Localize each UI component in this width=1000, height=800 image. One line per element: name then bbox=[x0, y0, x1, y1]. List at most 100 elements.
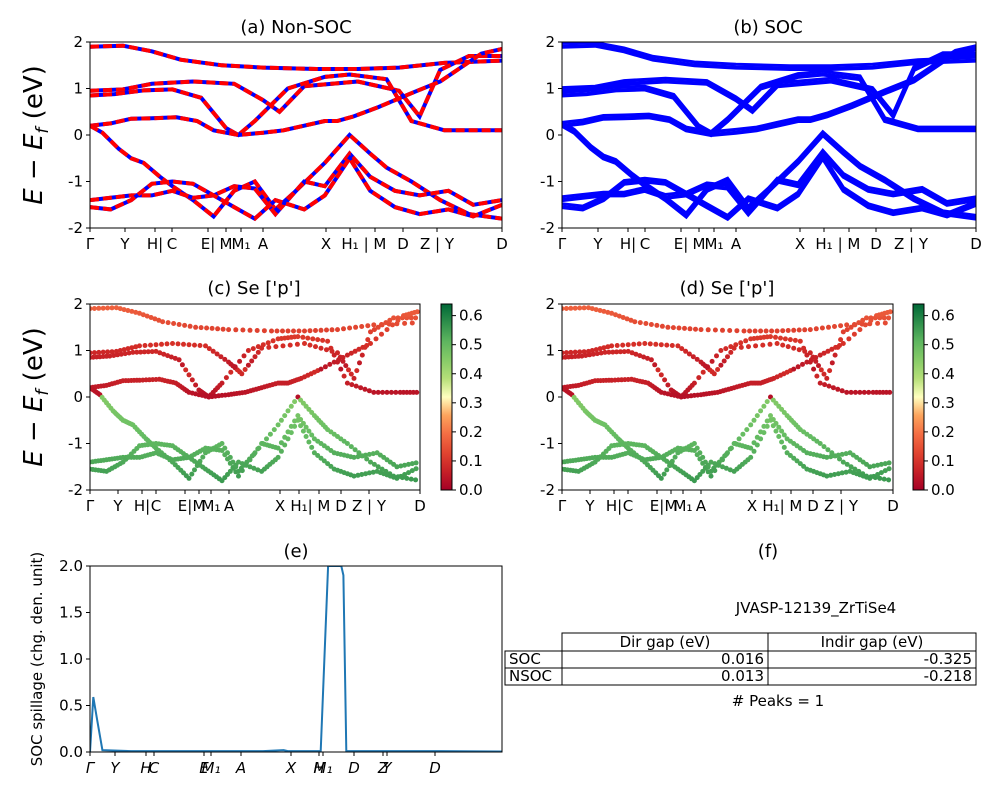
proj-point bbox=[705, 364, 711, 370]
xtick-label: D bbox=[496, 235, 508, 253]
proj-point bbox=[821, 350, 827, 356]
proj-point bbox=[597, 346, 603, 352]
proj-point bbox=[222, 452, 228, 458]
proj-point bbox=[295, 334, 301, 340]
proj-point bbox=[344, 352, 350, 358]
proj-point bbox=[142, 343, 148, 348]
yticks-d: -2 -1 0 1 2 bbox=[540, 295, 562, 499]
proj-point bbox=[408, 315, 414, 321]
row-nsoc-indir: -0.218 bbox=[924, 667, 972, 685]
proj-point bbox=[413, 477, 419, 483]
cbar-tick-label: 0.1 bbox=[459, 452, 483, 470]
proj-point bbox=[734, 328, 740, 334]
proj-point bbox=[616, 313, 622, 319]
proj-point bbox=[875, 462, 881, 468]
ytick-label: 0 bbox=[545, 388, 555, 406]
proj-point bbox=[606, 349, 612, 355]
proj-point bbox=[348, 444, 354, 450]
ytick-label: 2 bbox=[73, 33, 83, 51]
proj-point bbox=[388, 389, 394, 395]
proj-point bbox=[728, 344, 734, 350]
proj-point bbox=[204, 325, 210, 331]
proj-point bbox=[406, 470, 411, 476]
peaks-label: # Peaks = 1 bbox=[732, 692, 824, 710]
proj-point bbox=[814, 373, 820, 379]
proj-point bbox=[586, 305, 591, 311]
proj-point bbox=[718, 362, 724, 368]
row-soc-dir: 0.016 bbox=[721, 650, 764, 668]
proj-point bbox=[878, 461, 884, 467]
xtick-label: Z bbox=[377, 759, 389, 777]
proj-point bbox=[375, 464, 381, 470]
proj-point bbox=[228, 369, 234, 375]
proj-point bbox=[295, 413, 301, 419]
proj-point bbox=[605, 344, 611, 350]
proj-point bbox=[637, 353, 643, 359]
proj-point bbox=[359, 324, 365, 329]
proj-point bbox=[365, 337, 371, 343]
proj-point bbox=[840, 329, 846, 335]
proj-point bbox=[181, 341, 186, 347]
proj-point bbox=[687, 326, 693, 332]
proj-point bbox=[705, 469, 711, 475]
frame-e bbox=[89, 565, 503, 753]
ytick-label: 2 bbox=[545, 33, 555, 51]
proj-point bbox=[384, 389, 390, 395]
xtick-label: E| bbox=[650, 497, 665, 515]
proj-point bbox=[748, 445, 754, 451]
proj-point bbox=[843, 469, 849, 475]
proj-point bbox=[886, 477, 892, 483]
ylabel-e: SOC spillage (chg. den. unit) bbox=[28, 552, 46, 767]
proj-point bbox=[327, 361, 333, 367]
proj-point bbox=[694, 452, 700, 458]
proj-point bbox=[100, 305, 106, 311]
proj-point bbox=[824, 454, 830, 460]
proj-point bbox=[593, 347, 599, 353]
proj-point bbox=[270, 338, 276, 344]
cbar-tick-label: 0.3 bbox=[459, 394, 483, 412]
proj-point bbox=[302, 341, 307, 346]
proj-point bbox=[752, 328, 758, 334]
proj-point bbox=[247, 464, 253, 470]
ytick-label: 0.5 bbox=[59, 697, 83, 715]
proj-point bbox=[105, 349, 111, 355]
xtick-label: | M bbox=[364, 235, 387, 253]
proj-point bbox=[140, 312, 146, 318]
proj-point bbox=[366, 451, 372, 457]
cbar-tick-label: 0.2 bbox=[459, 423, 483, 441]
proj-point bbox=[134, 349, 140, 355]
proj-point bbox=[320, 337, 326, 343]
proj-point bbox=[287, 342, 293, 348]
proj-point bbox=[887, 309, 893, 315]
proj-point bbox=[310, 336, 316, 342]
proj-point bbox=[792, 337, 798, 343]
proj-point bbox=[302, 328, 307, 334]
proj-point bbox=[373, 336, 379, 342]
proj-point bbox=[813, 326, 819, 332]
proj-point bbox=[278, 448, 284, 454]
proj-point bbox=[348, 371, 354, 377]
proj-point bbox=[618, 349, 623, 355]
proj-point bbox=[881, 476, 887, 482]
proj-point bbox=[780, 328, 786, 334]
proj-point bbox=[261, 328, 267, 334]
band-b bbox=[562, 154, 976, 222]
proj-point bbox=[141, 349, 147, 355]
proj-point bbox=[655, 367, 661, 373]
proj-point bbox=[577, 305, 583, 311]
xtick-label: D bbox=[414, 497, 426, 515]
proj-point bbox=[754, 442, 760, 448]
proj-point bbox=[219, 448, 225, 453]
proj-point bbox=[797, 461, 803, 467]
proj-point bbox=[797, 338, 803, 344]
yticks-b: -2 -1 0 1 2 bbox=[540, 33, 562, 237]
proj-point bbox=[609, 343, 615, 349]
proj-point bbox=[172, 355, 178, 361]
band-b bbox=[562, 43, 976, 71]
xtick-label: M₁ bbox=[314, 759, 333, 777]
proj-point bbox=[838, 337, 844, 343]
proj-point bbox=[280, 328, 285, 334]
proj-point bbox=[371, 461, 377, 467]
proj-point bbox=[91, 350, 97, 356]
cbar-tick-label: 0.4 bbox=[931, 365, 955, 383]
